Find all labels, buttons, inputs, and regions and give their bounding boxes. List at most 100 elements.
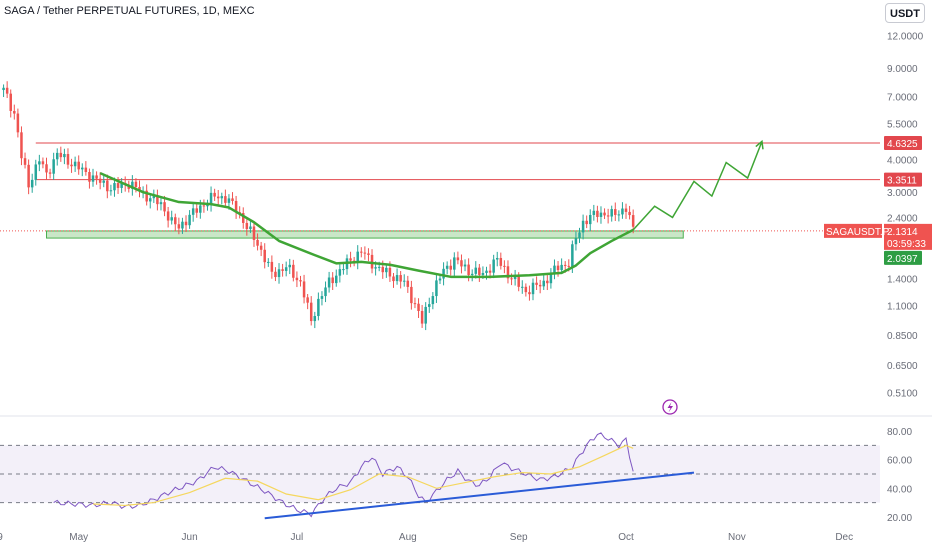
candle-body	[367, 253, 370, 255]
candle-body	[592, 210, 596, 215]
candle-body	[599, 212, 603, 217]
price-pane	[0, 81, 932, 417]
candle-body	[174, 217, 177, 225]
candle-body	[148, 198, 152, 202]
candle-body	[596, 210, 599, 217]
candle-body	[585, 220, 588, 225]
candle-body	[503, 265, 506, 267]
candle-body	[159, 202, 163, 205]
candle-body	[535, 282, 538, 285]
candle-body	[549, 273, 553, 284]
candle-body	[20, 132, 23, 159]
candle-body	[106, 180, 109, 192]
candle-body	[23, 158, 27, 165]
price-tick-label: 1.1000	[887, 302, 918, 313]
candle-body	[52, 159, 55, 174]
candle-body	[342, 269, 345, 271]
rsi-tick-label: 40.00	[887, 484, 912, 495]
candle-body	[27, 164, 30, 188]
overlay-labels: 12.0000 9.0000 7.0000 5.5000 4.0000 3.0000 2.4…	[662, 31, 932, 524]
rsi-tick-label: 20.00	[887, 513, 912, 524]
chart-title: SAGA / Tether PERPETUAL FUTURES, 1D, MEX…	[4, 5, 255, 17]
candle-body	[588, 214, 592, 225]
resistance-label: 3.3511	[887, 176, 917, 187]
candle-body	[474, 267, 478, 274]
candle-body	[88, 172, 91, 182]
price-tick-label: 12.0000	[887, 31, 924, 42]
candle-body	[231, 198, 234, 201]
candle-body	[177, 224, 181, 229]
candle-body	[306, 297, 309, 303]
candle-body	[431, 296, 435, 305]
candle-body	[213, 192, 216, 197]
candle-body	[309, 302, 313, 322]
candle-body	[438, 278, 442, 281]
candle-body	[531, 282, 535, 295]
candle-body	[478, 267, 481, 275]
rsi-line	[53, 432, 634, 518]
candle-body	[542, 280, 545, 287]
candle-body	[320, 296, 324, 299]
candle-body	[206, 204, 209, 207]
candle-body	[191, 208, 195, 215]
candle-body	[109, 190, 113, 192]
candle-body	[113, 183, 116, 191]
candle-body	[606, 215, 610, 217]
candle-body	[556, 265, 560, 271]
candle-body	[463, 264, 467, 267]
candle-body	[274, 271, 277, 278]
candle-body	[571, 244, 574, 267]
candle-body	[267, 261, 270, 263]
candle-body	[145, 190, 148, 202]
candle-body	[55, 152, 59, 160]
candle-body	[245, 222, 249, 230]
candle-body	[488, 270, 492, 273]
candle-body	[399, 275, 402, 282]
candle-body	[603, 212, 606, 216]
price-tick-label: 1.4000	[887, 274, 918, 285]
candle-body	[424, 306, 427, 324]
candle-body	[338, 269, 342, 276]
candle-body	[510, 278, 513, 280]
support-zone	[46, 230, 684, 239]
candle-body	[299, 280, 302, 282]
candle-body	[546, 280, 549, 284]
last-price-bg	[884, 223, 932, 250]
currency-button[interactable]: USDT	[885, 3, 925, 23]
price-tick-label: 7.0000	[887, 92, 918, 103]
symbol-tag: SAGAUSDT.P	[826, 227, 890, 238]
candle-body	[95, 175, 98, 179]
candle-body	[288, 264, 292, 268]
price-tick-label: 3.0000	[887, 188, 918, 199]
candle-body	[292, 264, 295, 278]
candle-body	[621, 208, 624, 215]
rsi-trendline	[264, 471, 695, 520]
resistance-label-bg	[884, 172, 922, 187]
candle-body	[98, 178, 102, 183]
candle-body	[442, 268, 445, 279]
candle-body	[563, 264, 567, 266]
candle-body	[370, 254, 374, 269]
projection-arrowhead	[755, 139, 764, 150]
candle-body	[331, 277, 334, 284]
candle-body	[73, 161, 77, 167]
candle-body	[374, 267, 377, 269]
price-tick-label: 9.0000	[887, 64, 918, 75]
candle-body	[295, 277, 299, 281]
candle-body	[524, 286, 528, 293]
candle-body	[385, 267, 388, 273]
candle-body	[513, 276, 517, 280]
candle-body	[456, 257, 460, 261]
candle-body	[5, 87, 9, 94]
candle-body	[242, 213, 245, 223]
symbol-tag-bg	[824, 223, 882, 238]
candle-body	[131, 181, 134, 189]
candle-body	[420, 310, 424, 324]
candle-body	[48, 172, 52, 174]
candle-body	[327, 277, 331, 288]
last-price-label: 2.1314	[887, 227, 918, 238]
price-tick-label: 5.5000	[887, 120, 918, 131]
candle-body	[453, 257, 456, 270]
x-tick-label: Nov	[728, 532, 746, 543]
